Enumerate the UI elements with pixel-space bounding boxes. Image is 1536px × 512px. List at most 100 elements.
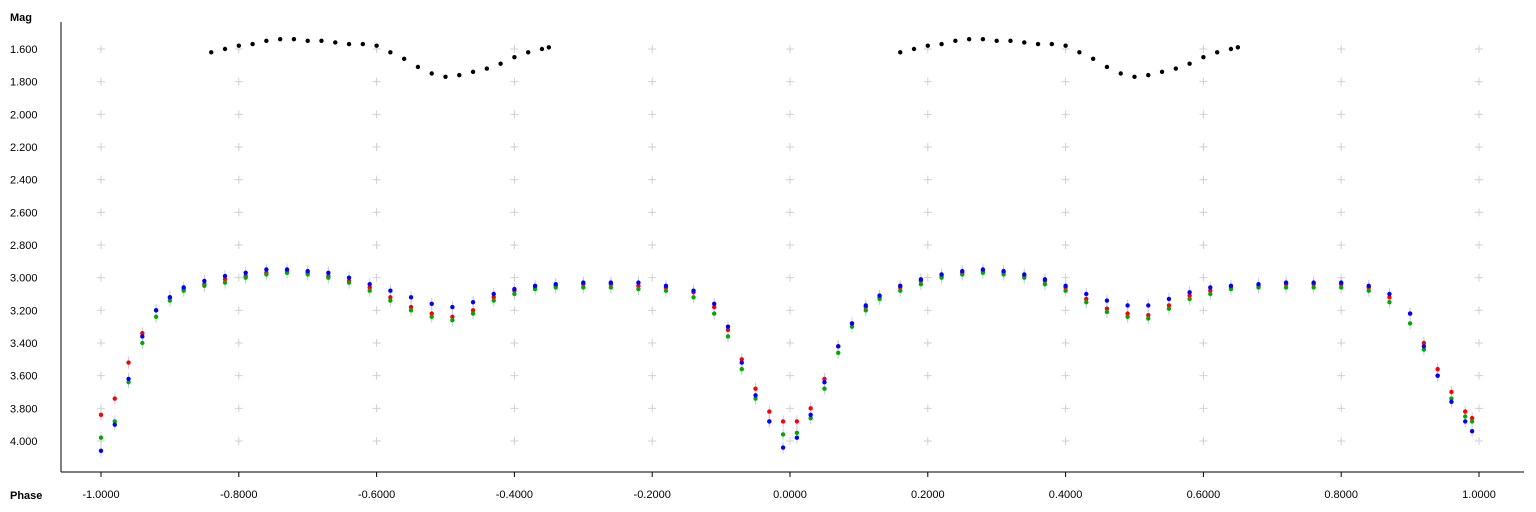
data-point	[512, 54, 517, 60]
grid-marker	[786, 339, 794, 347]
x-tick-label: -0.2000	[634, 489, 671, 501]
data-point	[367, 282, 372, 287]
grid-marker	[648, 339, 657, 347]
grid-marker	[1337, 241, 1346, 249]
grid-marker	[234, 241, 243, 249]
grid-marker	[1199, 339, 1208, 347]
grid-marker	[923, 143, 932, 151]
data-point	[1187, 296, 1192, 302]
data-point	[305, 268, 310, 274]
grid-marker	[510, 339, 519, 347]
grid-marker	[234, 175, 243, 184]
data-point	[753, 386, 758, 391]
data-point	[512, 286, 517, 292]
data-point	[140, 340, 145, 346]
data-point	[1407, 321, 1413, 326]
data-point	[346, 280, 352, 285]
y-tick-label: 4.000	[10, 436, 38, 448]
data-point	[532, 283, 538, 289]
grid-marker	[372, 371, 381, 380]
grid-marker	[648, 110, 657, 119]
grid-marker	[510, 175, 519, 184]
grid-marker	[1061, 175, 1070, 184]
grid-marker	[372, 339, 381, 347]
data-point	[98, 412, 104, 418]
grid-marker	[510, 77, 519, 86]
data-point	[429, 301, 434, 306]
data-point	[822, 376, 827, 382]
data-point	[636, 283, 641, 289]
grid-marker	[97, 110, 105, 119]
data-point	[636, 280, 641, 285]
grid-marker	[510, 273, 519, 282]
grid-marker	[97, 143, 105, 151]
grid-marker	[97, 175, 105, 184]
grid-marker	[923, 110, 932, 119]
data-point	[264, 38, 269, 44]
data-point	[836, 350, 841, 355]
data-point	[429, 311, 434, 316]
grid-marker	[648, 371, 657, 380]
data-point	[780, 419, 786, 424]
grid-marker	[1199, 437, 1208, 445]
data-point	[388, 295, 393, 300]
grid-marker	[786, 175, 794, 184]
data-point	[753, 396, 758, 401]
data-point	[1166, 306, 1172, 311]
grid-marker	[97, 208, 105, 217]
data-point	[1084, 291, 1089, 297]
grid-marker	[1475, 306, 1483, 315]
data-point	[112, 396, 117, 401]
grid-marker	[1199, 110, 1208, 119]
data-point	[1463, 414, 1468, 419]
data-point	[691, 295, 696, 300]
y-axis: 1.600 1.800 2.000 2.200 2.400 2.600 2.800 3.000…	[10, 44, 38, 448]
data-point	[898, 283, 903, 289]
data-point	[305, 38, 310, 44]
data-point	[450, 317, 455, 323]
data-point	[284, 270, 290, 275]
data-point	[966, 37, 972, 42]
y-tick-label: 3.400	[10, 338, 38, 350]
y-tick-label: 2.400	[10, 175, 38, 187]
data-point	[1063, 283, 1068, 289]
data-point	[1125, 311, 1130, 316]
data-point	[1125, 303, 1130, 308]
data-point	[925, 43, 930, 48]
data-point	[360, 41, 366, 47]
grid-marker	[1061, 110, 1070, 119]
grid-marker	[923, 339, 932, 347]
grid-marker	[234, 306, 243, 315]
data-point	[202, 278, 207, 284]
data-point	[1228, 283, 1234, 289]
data-point	[863, 303, 868, 308]
grid-marker	[372, 306, 381, 315]
data-point	[532, 286, 538, 292]
grid-marker	[372, 241, 381, 249]
grid-marker	[1475, 175, 1483, 184]
y-axis-title: Mag	[10, 12, 32, 24]
grid-marker	[1475, 241, 1483, 249]
grid-marker	[1337, 110, 1346, 119]
data-point	[388, 50, 393, 55]
grid-marker	[1199, 77, 1208, 86]
x-tick-label: 0.8000	[1324, 489, 1358, 501]
x-tick-label: -0.6000	[358, 489, 395, 501]
grid-marker	[234, 77, 243, 86]
data-point	[1421, 344, 1427, 349]
data-point	[1187, 293, 1192, 298]
grid-marker	[1199, 45, 1208, 53]
y-tick-label: 2.200	[10, 142, 38, 154]
data-point	[388, 288, 393, 293]
data-point	[512, 291, 517, 297]
data-point	[1421, 347, 1427, 352]
data-point	[980, 270, 986, 275]
data-point	[1104, 309, 1110, 315]
grid-marker	[923, 273, 932, 282]
x-axis-title: Phase	[10, 490, 42, 502]
data-point	[333, 40, 338, 45]
data-point	[1125, 314, 1130, 320]
data-point	[794, 430, 800, 436]
data-point	[753, 393, 758, 398]
